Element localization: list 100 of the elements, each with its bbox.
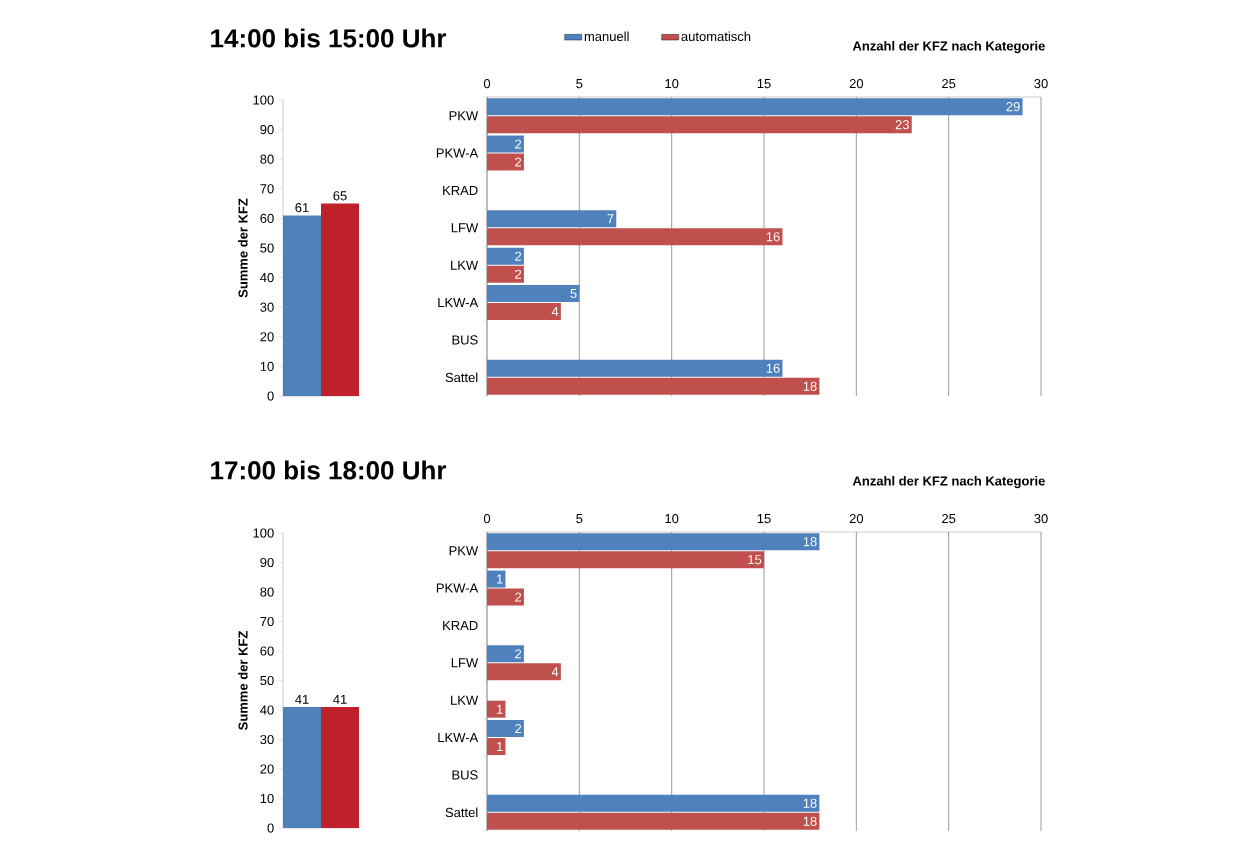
y-tick-label: BUS bbox=[452, 770, 478, 780]
x-tick-label: 25 bbox=[942, 78, 956, 89]
x-tick-label: 20 bbox=[849, 78, 864, 89]
bar bbox=[487, 247, 524, 265]
chart-title: 17:00 bis 18:00 Uhr bbox=[211, 460, 447, 480]
y-tick-label: 30 bbox=[260, 302, 274, 312]
data-label: 2 bbox=[515, 592, 522, 602]
data-label: 1 bbox=[497, 742, 503, 752]
x-tick-label: 25 bbox=[942, 513, 956, 524]
y-axis-title: Summe der KFZ bbox=[238, 631, 248, 730]
x-tick-label: 0 bbox=[483, 78, 491, 89]
data-label: 16 bbox=[766, 232, 780, 242]
data-label: 2 bbox=[515, 269, 522, 279]
y-tick-label: 10 bbox=[260, 793, 274, 804]
y-tick-label: LKW bbox=[451, 260, 479, 270]
bar bbox=[487, 303, 561, 321]
bar bbox=[487, 663, 561, 681]
y-tick-label: KRAD bbox=[443, 185, 478, 195]
y-tick-label: 70 bbox=[260, 184, 274, 194]
x-tick-label: 30 bbox=[1034, 513, 1048, 524]
x-tick-label: 30 bbox=[1034, 78, 1048, 89]
data-label: 18 bbox=[803, 816, 817, 826]
bar bbox=[487, 570, 506, 588]
bar bbox=[487, 228, 783, 246]
chart-title: 14:00 bis 15:00 Uhr bbox=[211, 28, 447, 48]
y-tick-label: BUS bbox=[452, 335, 478, 345]
bar bbox=[487, 377, 820, 395]
data-label: 7 bbox=[607, 214, 614, 224]
y-tick-label: Sattel bbox=[445, 807, 478, 818]
y-tick-label: 90 bbox=[260, 124, 274, 135]
data-label: 2 bbox=[515, 139, 522, 149]
y-tick-label: 100 bbox=[253, 528, 274, 538]
y-tick-label: 0 bbox=[267, 823, 274, 833]
y-tick-label: LFW bbox=[451, 223, 479, 233]
data-label: 61 bbox=[295, 203, 309, 213]
data-label: 2 bbox=[515, 157, 522, 167]
data-label: 1 bbox=[497, 704, 503, 714]
y-tick-label: KRAD bbox=[443, 620, 478, 630]
x-tick-label: 5 bbox=[576, 514, 583, 524]
bar bbox=[487, 98, 1023, 116]
data-label: 65 bbox=[333, 191, 347, 201]
bar bbox=[487, 551, 765, 569]
data-label: 18 bbox=[803, 381, 817, 391]
data-label: 5 bbox=[570, 289, 577, 299]
data-label: 41 bbox=[333, 694, 347, 704]
data-label: 4 bbox=[551, 667, 559, 677]
legend-label: manuell bbox=[584, 31, 629, 42]
y-tick-label: LKW-A bbox=[438, 298, 479, 308]
y-tick-label: Sattel bbox=[445, 372, 478, 383]
data-label: 1 bbox=[497, 574, 503, 584]
y-tick-label: LKW bbox=[451, 695, 479, 705]
y-tick-label: PKW bbox=[449, 111, 479, 121]
y-tick-label: 60 bbox=[260, 646, 274, 656]
data-label: 29 bbox=[1006, 102, 1020, 112]
y-tick-label: LKW-A bbox=[438, 733, 479, 743]
y-tick-label: PKW-A bbox=[436, 148, 479, 158]
bar bbox=[487, 738, 506, 756]
bar bbox=[487, 265, 524, 283]
bar bbox=[487, 700, 506, 718]
data-label: 2 bbox=[515, 251, 522, 261]
y-tick-label: 40 bbox=[260, 272, 274, 283]
data-label: 18 bbox=[803, 798, 817, 808]
y-tick-label: 90 bbox=[260, 557, 274, 568]
data-label: 2 bbox=[515, 649, 522, 659]
y-tick-label: 10 bbox=[260, 361, 274, 371]
bar bbox=[487, 645, 524, 663]
data-label: 23 bbox=[895, 120, 909, 130]
y-tick-label: 20 bbox=[260, 764, 274, 774]
y-tick-label: LFW bbox=[451, 658, 479, 668]
y-tick-label: 50 bbox=[260, 243, 274, 253]
y-tick-label: 20 bbox=[260, 332, 274, 342]
x-tick-label: 15 bbox=[757, 79, 771, 89]
y-tick-label: 70 bbox=[260, 616, 274, 627]
y-tick-label: PKW bbox=[449, 546, 479, 556]
x-tick-label: 15 bbox=[757, 514, 771, 524]
y-tick-label: 30 bbox=[260, 734, 274, 745]
y-tick-label: 100 bbox=[253, 95, 274, 105]
bar bbox=[487, 533, 820, 551]
x-axis-title: Anzahl der KFZ nach Kategorie bbox=[852, 475, 1045, 489]
bar bbox=[487, 794, 820, 812]
bar bbox=[487, 210, 617, 228]
y-tick-label: 60 bbox=[260, 213, 274, 223]
y-tick-label: 80 bbox=[260, 587, 274, 597]
x-tick-label: 20 bbox=[849, 513, 864, 524]
data-label: 18 bbox=[803, 537, 817, 547]
legend-label: automatisch bbox=[681, 31, 751, 42]
x-tick-label: 0 bbox=[483, 513, 491, 524]
bar bbox=[487, 135, 524, 153]
y-tick-label: 80 bbox=[260, 154, 274, 164]
data-label: 15 bbox=[748, 555, 762, 565]
bar bbox=[487, 153, 524, 171]
bar bbox=[487, 812, 820, 830]
x-tick-label: 10 bbox=[665, 78, 679, 89]
y-tick-label: 0 bbox=[267, 391, 274, 401]
bar bbox=[487, 588, 524, 606]
data-label: 41 bbox=[295, 694, 309, 704]
y-axis-title: Summe der KFZ bbox=[238, 198, 248, 298]
bar bbox=[487, 359, 783, 377]
y-tick-label: PKW-A bbox=[436, 583, 479, 593]
data-label: 4 bbox=[551, 307, 559, 317]
